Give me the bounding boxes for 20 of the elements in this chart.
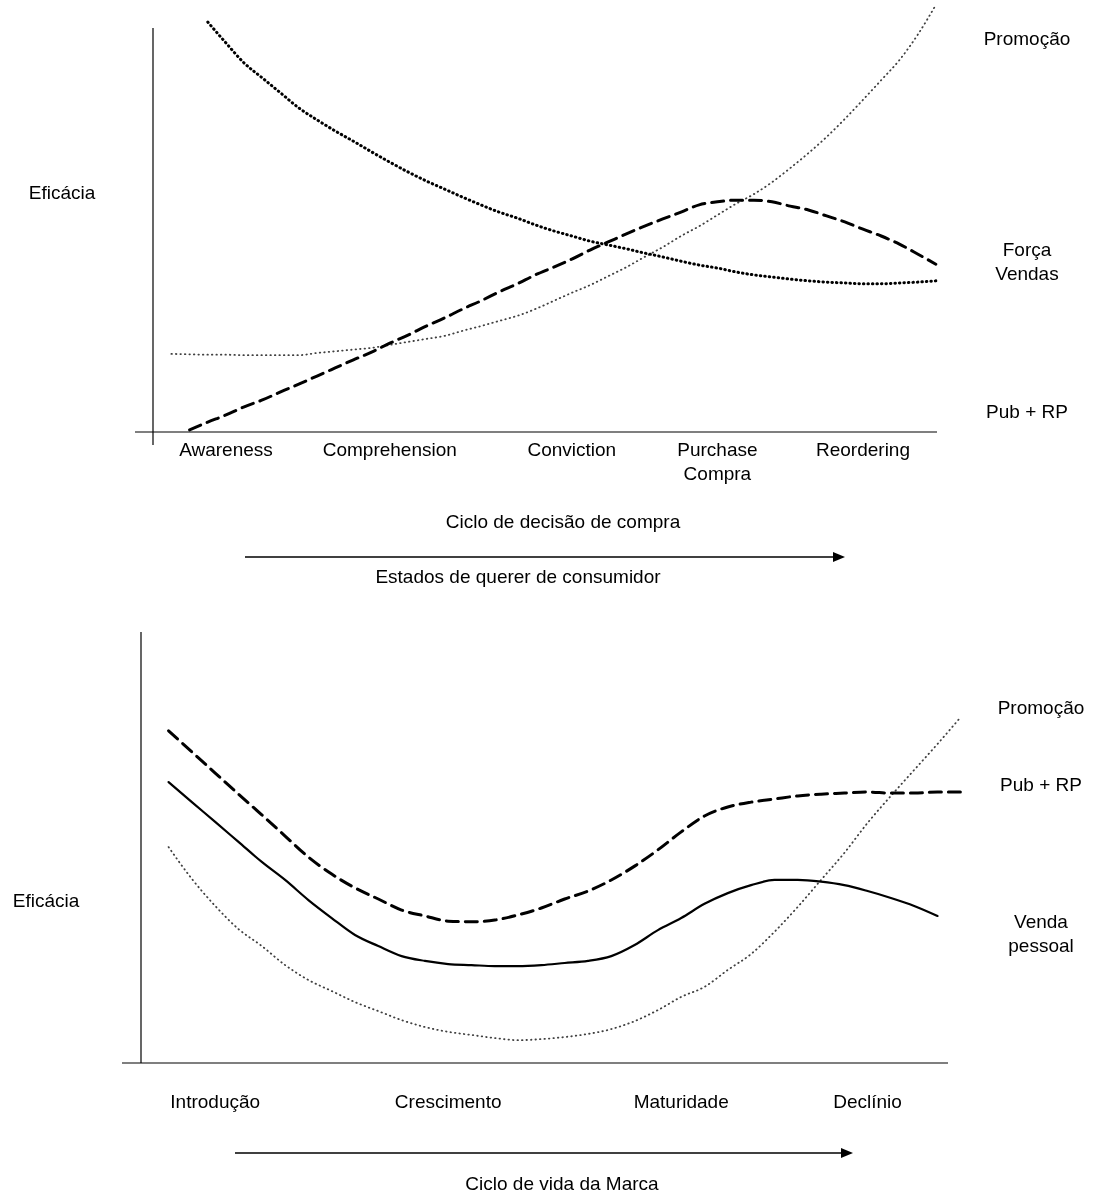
x-tick-label: Purchase Compra [677,439,758,484]
x-tick-label: Introdução [170,1091,261,1112]
text: Pub + RP [986,401,1068,422]
text: Força Vendas [995,239,1059,284]
x-tick-label: Awareness [179,439,273,460]
x-tick-label: Crescimento [394,1091,502,1112]
y-axis-title: Eficácia [12,890,80,911]
x-axis-title: Ciclo de vida da Marca [465,1173,660,1194]
x-tick-label: Declínio [833,1091,902,1112]
x-tick-label: Conviction [527,439,617,460]
x-tick-label: Reordering [816,439,910,460]
text: Venda pessoal [1008,911,1074,956]
series-label: Promoção [997,697,1085,718]
x-tick-label: Maturidade [633,1091,729,1112]
text: Promoção [983,28,1071,49]
x-tick-label: Comprehension [322,439,457,460]
text: Estados de querer de consumidor [375,566,662,587]
y-axis-title: Eficácia [28,182,96,203]
text: Pub + RP [1000,774,1082,795]
x-axis-title: Ciclo de decisão de compra [445,511,681,532]
